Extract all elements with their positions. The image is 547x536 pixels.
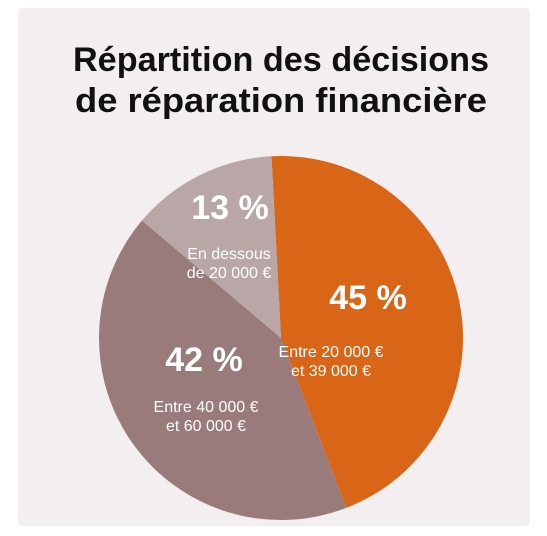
value-label: 45 % xyxy=(329,279,407,317)
pie-slice xyxy=(271,155,463,508)
category-label: Entre 40 000 € xyxy=(154,399,259,416)
chart-title: de réparation financière xyxy=(75,82,487,120)
category-label: de 20 000 € xyxy=(187,265,272,282)
pie-slice xyxy=(98,220,347,521)
chart-title: Répartition des décisions xyxy=(73,41,489,79)
pie-slice xyxy=(141,156,281,338)
value-label: 42 % xyxy=(165,341,243,379)
category-label: et 60 000 € xyxy=(166,418,246,435)
category-label: Entre 20 000 € xyxy=(279,344,384,361)
category-label: En dessous xyxy=(187,246,271,263)
value-label: 13 % xyxy=(191,189,269,227)
category-label: et 39 000 € xyxy=(291,363,371,380)
